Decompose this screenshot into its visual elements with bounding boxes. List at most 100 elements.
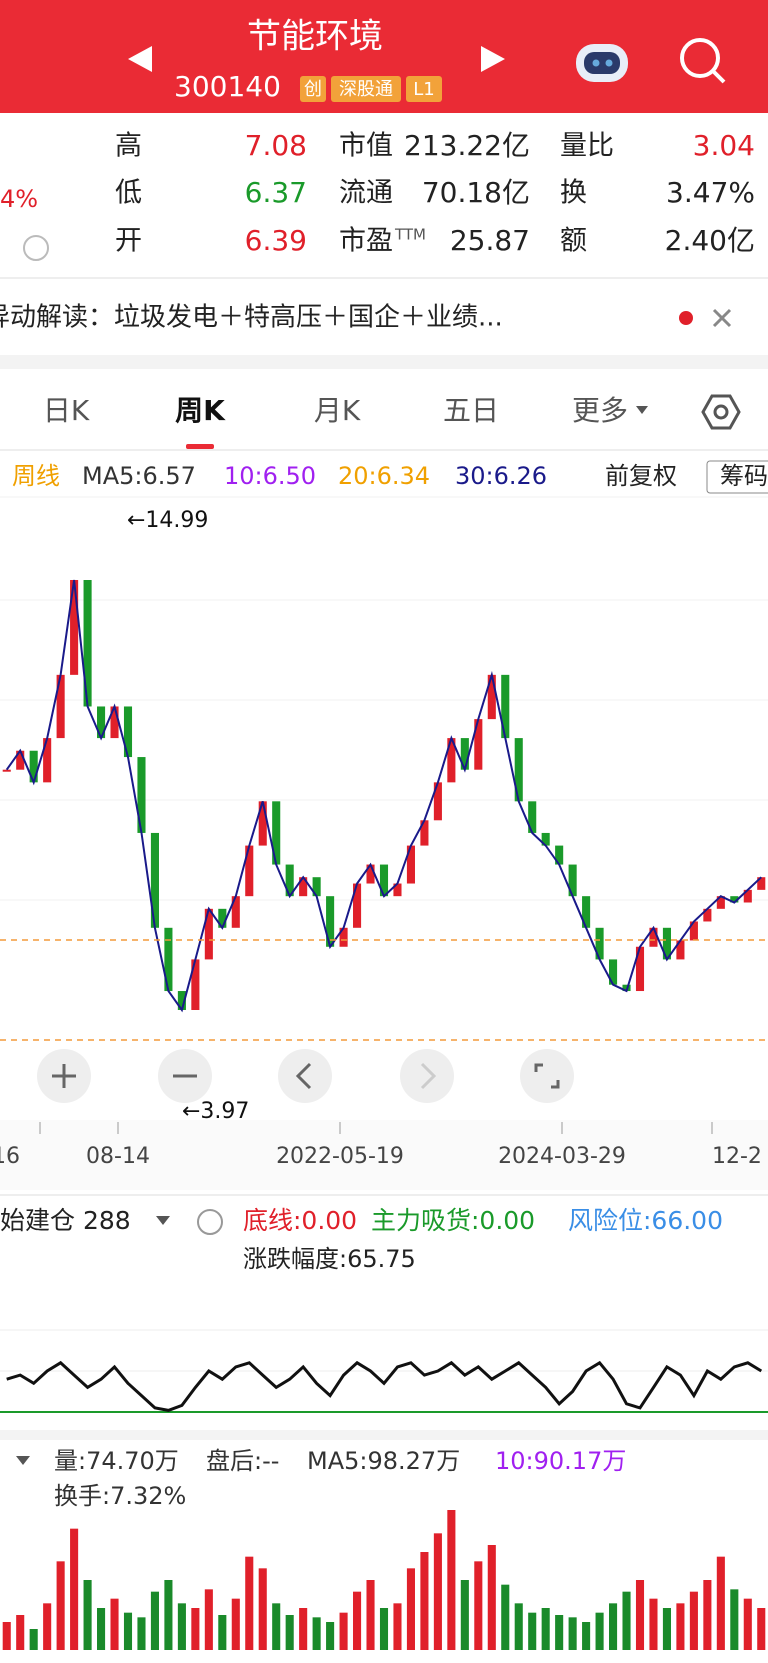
stat-label: 流通	[339, 178, 393, 209]
volume-bar	[622, 1591, 631, 1650]
stat-value: 25.87	[450, 224, 530, 257]
candle	[595, 927, 604, 960]
stat-label: 额	[560, 226, 587, 257]
low-label: ←3.97	[182, 1099, 249, 1124]
candle	[528, 801, 537, 833]
scroll-left[interactable]	[278, 1049, 332, 1103]
news-text[interactable]: 异动解读：垃圾发电＋特高压＋国企＋业绩...	[0, 303, 503, 333]
candle	[299, 877, 308, 897]
candle	[70, 580, 79, 675]
candle	[582, 896, 591, 928]
volume-item: 盘后:--	[206, 1447, 279, 1475]
indicator-caret	[156, 1216, 170, 1225]
volume-bar	[757, 1608, 766, 1650]
volume-bar	[231, 1598, 240, 1650]
ma-label: 20:6.34	[338, 462, 430, 490]
candle	[555, 845, 564, 865]
info-icon[interactable]	[23, 235, 49, 261]
volume-bar	[595, 1612, 604, 1650]
volume-bar	[97, 1608, 106, 1650]
badge	[331, 76, 401, 102]
help-icon[interactable]	[197, 1209, 223, 1235]
volume-bar	[568, 1617, 577, 1650]
candle	[460, 738, 469, 770]
tab[interactable]: 日K	[43, 394, 90, 427]
candle	[649, 927, 658, 947]
candle	[231, 896, 240, 928]
stat-label: 换	[560, 178, 587, 209]
news-close[interactable]	[712, 308, 732, 328]
candle	[420, 820, 429, 846]
more-caret	[636, 406, 648, 414]
volume-bar	[379, 1608, 389, 1650]
indicator-item: 主力吸货:0.00	[371, 1206, 535, 1235]
fullscreen[interactable]	[520, 1049, 574, 1103]
tab[interactable]: 周K	[175, 394, 226, 427]
candle	[568, 864, 577, 897]
volume-bar	[245, 1556, 254, 1650]
candle	[541, 832, 550, 846]
volume-bar	[110, 1598, 119, 1650]
volume-bar	[676, 1603, 685, 1650]
volume-bar	[743, 1598, 752, 1650]
indicator-item: 底线:0.00	[243, 1206, 357, 1235]
badge-text: 创	[304, 79, 322, 100]
volume-bar	[218, 1615, 227, 1650]
high-label: ←14.99	[127, 508, 208, 533]
volume-bar	[541, 1608, 550, 1650]
candle	[353, 883, 362, 928]
indicator-name[interactable]: 始建仓 288	[0, 1206, 131, 1235]
next-stock[interactable]	[481, 46, 505, 72]
volume-caret	[16, 1456, 30, 1465]
volume-bar	[514, 1603, 523, 1650]
volume-bar	[433, 1533, 442, 1650]
prev-stock[interactable]	[128, 46, 152, 72]
candle	[366, 864, 375, 884]
change-pct: 4%	[0, 185, 38, 213]
candle	[757, 877, 766, 890]
stat-value: 2.40亿	[665, 224, 755, 257]
candle	[676, 940, 685, 960]
stat-value: 3.04	[693, 129, 755, 162]
volume-bar	[730, 1589, 739, 1650]
close-line	[5, 579, 762, 1013]
volume-bar	[582, 1622, 591, 1650]
volume-bar	[285, 1615, 294, 1650]
candle	[16, 750, 25, 770]
volume-ma10: 10:90.17万	[495, 1447, 626, 1475]
volume-turnover: 换手:7.32%	[54, 1482, 186, 1510]
ma-label: 10:6.50	[224, 462, 316, 490]
search-icon[interactable]	[680, 38, 726, 84]
stat-value: 3.47%	[666, 176, 755, 209]
candle	[258, 801, 267, 846]
candle	[97, 706, 106, 739]
volume-bar	[528, 1612, 537, 1650]
stat-value: 6.39	[245, 224, 307, 257]
adjust-label[interactable]: 前复权	[605, 462, 677, 490]
settings-icon[interactable]	[701, 394, 741, 430]
volume-bar	[649, 1598, 658, 1650]
tab[interactable]: 月K	[314, 394, 361, 427]
stock-code: 300140	[174, 70, 281, 103]
volume-bar	[406, 1568, 415, 1650]
tab[interactable]: 更多	[572, 394, 628, 427]
volume-bar	[16, 1615, 25, 1650]
volume-bar	[716, 1556, 725, 1650]
volume-item: 量:74.70万	[54, 1447, 179, 1475]
badge-text: L1	[413, 79, 434, 100]
scroll-right[interactable]	[400, 1049, 454, 1103]
volume-bar	[56, 1561, 65, 1650]
candle	[326, 896, 335, 947]
chip-button[interactable]	[706, 460, 768, 494]
candle	[379, 864, 389, 897]
volume-bar	[420, 1552, 429, 1650]
tab[interactable]: 五日	[443, 394, 499, 427]
period-label: 周线	[12, 462, 60, 490]
badge	[300, 76, 326, 102]
stat-value: 7.08	[245, 129, 307, 162]
indicator-item: 风险位:66.00	[568, 1206, 723, 1235]
candle	[56, 674, 65, 739]
volume-bar	[339, 1612, 348, 1650]
robot-icon[interactable]	[576, 44, 628, 82]
volume-bar	[609, 1603, 618, 1650]
